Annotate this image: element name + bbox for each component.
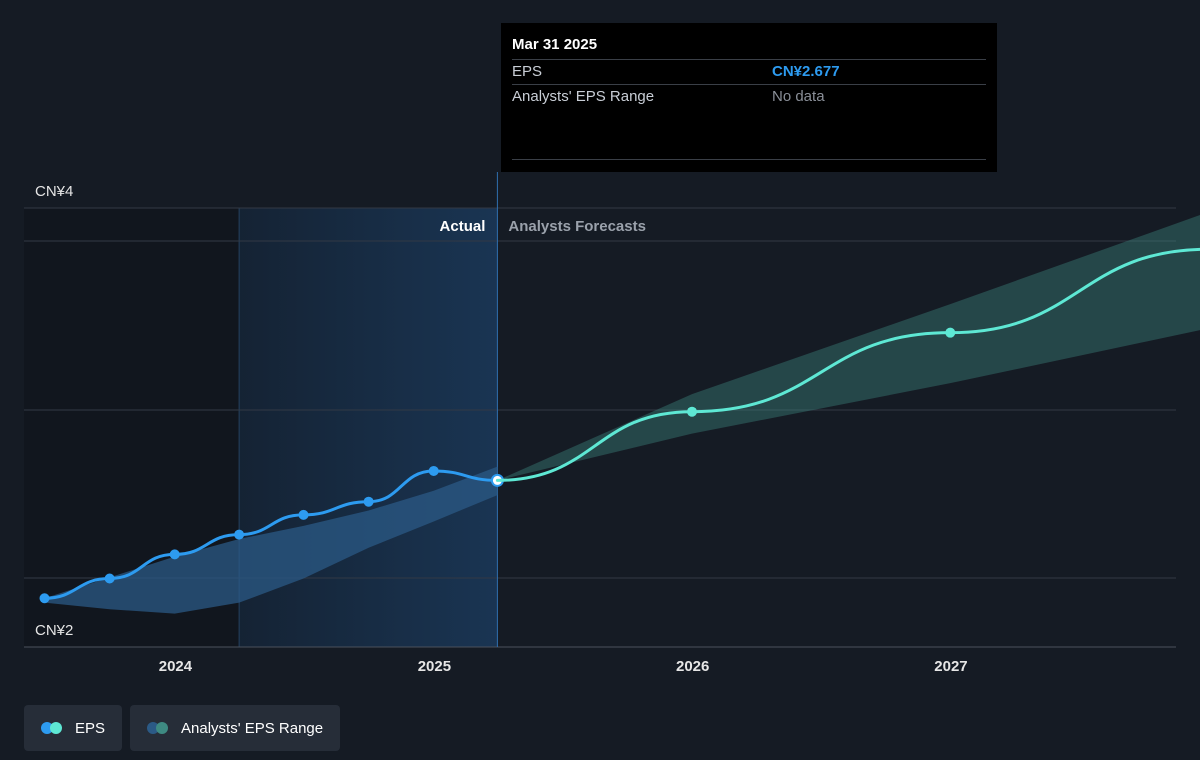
legend-dot-forecast xyxy=(50,722,62,734)
eps-point-actual xyxy=(298,509,309,520)
eps-line-actual xyxy=(43,469,499,600)
tooltip-range-value: No data xyxy=(772,88,825,105)
tooltip-date: Mar 31 2025 xyxy=(512,36,598,53)
eps-swatch-icon xyxy=(41,722,65,734)
eps-point-actual xyxy=(428,465,439,476)
range-band-actual xyxy=(44,466,498,614)
y-tick-label: CN¥4 xyxy=(35,183,73,200)
tooltip-divider xyxy=(512,159,986,160)
y-tick-label: CN¥2 xyxy=(35,622,73,639)
eps-point-actual xyxy=(104,573,115,584)
legend-dot-range-forecast xyxy=(156,722,169,734)
x-tick-label: 2024 xyxy=(159,658,193,675)
tooltip-eps-value: CN¥2.677 xyxy=(772,63,840,80)
x-tick-label: 2026 xyxy=(676,658,709,675)
actual-label: Actual xyxy=(440,218,486,235)
tooltip-range-label: Analysts' EPS Range xyxy=(512,88,655,105)
x-tick-label: 2027 xyxy=(934,658,967,675)
legend-label-range: Analysts' EPS Range xyxy=(181,719,324,737)
eps-point-actual xyxy=(39,593,50,604)
eps-point-forecast xyxy=(945,327,956,338)
eps-point-actual xyxy=(169,549,180,560)
range-swatch-icon xyxy=(147,722,171,734)
legend-item-eps[interactable]: EPS xyxy=(24,705,123,751)
legend: EPS Analysts' EPS Range xyxy=(24,705,341,751)
tooltip-range-row: Analysts' EPS Range No data xyxy=(512,84,986,109)
tooltip: Mar 31 2025 EPS CN¥2.677 Analysts' EPS R… xyxy=(501,23,997,172)
legend-item-range[interactable]: Analysts' EPS Range xyxy=(130,705,341,751)
tooltip-eps-label: EPS xyxy=(512,63,543,80)
eps-point-forecast xyxy=(686,406,697,417)
tooltip-eps-row: EPS CN¥2.677 xyxy=(512,59,986,84)
eps-point-actual xyxy=(363,496,374,507)
eps-line-forecast xyxy=(495,248,1200,482)
eps-point-actual xyxy=(234,529,245,540)
forecast-label: Analysts Forecasts xyxy=(508,218,646,235)
legend-label-eps: EPS xyxy=(75,719,106,737)
x-tick-label: 2025 xyxy=(418,658,451,675)
